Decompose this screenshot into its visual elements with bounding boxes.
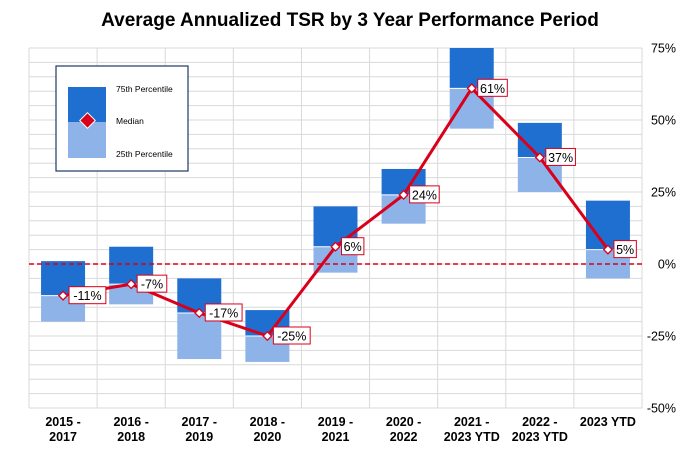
y-tick-label: -50% (647, 402, 676, 416)
x-tick-label-line: 2022 - (522, 415, 557, 429)
x-tick-label-line: 2023 YTD (512, 430, 568, 444)
median-marker (57, 290, 69, 301)
legend: 75th Percentile Median 25th Percentile (55, 65, 189, 172)
data-label-box (545, 147, 576, 166)
data-label-box (409, 185, 440, 204)
median-marker (194, 307, 205, 319)
x-tick-label-line: 2015 - (45, 415, 80, 429)
x-tick-label: 2019 -2021 (318, 415, 353, 444)
data-label: 24% (409, 185, 440, 204)
median-marker (602, 244, 614, 255)
y-tick-label: 75% (651, 42, 676, 56)
legend-label-75th: 75th Percentile (116, 84, 173, 94)
data-label-box (613, 240, 637, 259)
data-label-text: -17% (209, 306, 238, 320)
median-marker (126, 278, 137, 290)
data-label-box (204, 303, 243, 322)
y-tick-label: 0% (658, 258, 676, 272)
chart-title: Average Annualized TSR by 3 Year Perform… (101, 10, 599, 31)
data-label-text: -7% (141, 278, 163, 292)
x-tick-label-line: 2022 (390, 430, 418, 444)
x-tick-label: 2023 YTD (580, 415, 636, 429)
x-tick-label-line: 2016 - (113, 415, 148, 429)
data-label-text: 5% (616, 243, 634, 257)
median-marker (330, 241, 341, 252)
x-tick-label: 2021 -2023 YTD (444, 415, 500, 444)
median-marker (466, 83, 477, 94)
y-tick-label: -25% (647, 330, 676, 344)
x-tick-label-line: 2020 (253, 430, 281, 444)
data-label-box (68, 286, 107, 305)
data-label: 61% (477, 78, 508, 97)
x-tick-label-line: 2023 YTD (580, 415, 636, 429)
x-tick-label: 2016 -2018 (113, 415, 148, 444)
data-label-text: 61% (480, 82, 505, 96)
y-tick-label: 50% (651, 114, 676, 128)
data-label-text: -11% (73, 289, 101, 303)
data-label-box (341, 237, 365, 256)
y-tick-label: 25% (651, 186, 676, 200)
x-tick-label-line: 2018 (117, 430, 145, 444)
x-tick-label: 2017 -2019 (182, 415, 217, 444)
data-label: -17% (204, 303, 243, 322)
x-tick-label-line: 2019 (185, 430, 213, 444)
data-label: -7% (136, 274, 168, 293)
legend-median-marker (79, 112, 96, 129)
data-label-box (272, 326, 311, 345)
median-marker (534, 152, 545, 163)
x-tick-label-line: 2017 (49, 430, 77, 444)
data-label: -11% (68, 286, 107, 305)
median-series (57, 83, 614, 342)
data-label: 37% (545, 147, 576, 166)
x-tick-label: 2015 -2017 (45, 415, 80, 444)
median-marker (262, 330, 273, 342)
data-label: -25% (272, 326, 311, 345)
data-label-text: 6% (344, 240, 362, 254)
data-labels: -11% -7% -17% -25% 6% 24% 61% 37% 5% (68, 78, 637, 345)
x-tick-label: 2022 -2023 YTD (512, 415, 568, 444)
x-tick-label: 2018 -2020 (250, 415, 285, 444)
x-tick-label-line: 2023 YTD (444, 430, 500, 444)
x-tick-label-line: 2018 - (250, 415, 285, 429)
data-label: 6% (341, 237, 365, 256)
x-tick-label-line: 2019 - (318, 415, 353, 429)
x-tick-label: 2020 -2022 (386, 415, 421, 444)
data-label: 5% (613, 240, 637, 259)
data-label-text: 24% (412, 188, 437, 202)
data-label-text: -25% (277, 330, 306, 344)
data-label-box (136, 274, 168, 293)
median-marker (398, 189, 409, 201)
x-tick-label-line: 2021 (322, 430, 350, 444)
legend-label-median: Median (116, 116, 144, 126)
data-label-box (477, 78, 508, 97)
legend-label-25th: 25th Percentile (116, 149, 173, 159)
x-tick-label-line: 2021 - (454, 415, 489, 429)
x-tick-label-line: 2020 - (386, 415, 421, 429)
x-tick-label-line: 2017 - (182, 415, 217, 429)
data-label-text: 37% (548, 151, 573, 165)
